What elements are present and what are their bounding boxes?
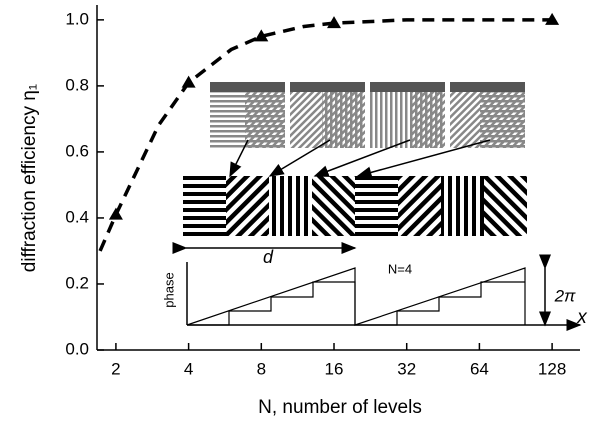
sem-images [210, 82, 525, 148]
marker [327, 16, 342, 29]
x-axis-title: N, number of levels [258, 397, 422, 418]
x-tick-label: 64 [470, 359, 489, 378]
inset-label: N=4 [388, 261, 412, 276]
inset-label: d [263, 247, 274, 267]
inset-label: phase [161, 272, 176, 307]
y-axis-title: diffraction efficiency η₁ [19, 84, 40, 272]
y-tick-label: 0.0 [65, 339, 89, 358]
marker [254, 29, 269, 42]
grating [183, 176, 527, 236]
marker [108, 207, 123, 220]
y-tick-label: 1.0 [65, 9, 89, 28]
x-tick-label: 16 [325, 359, 344, 378]
x-tick-label: 2 [111, 359, 120, 378]
inset-label: 2π [554, 286, 576, 305]
inset-label: x [576, 307, 588, 328]
inset [172, 82, 582, 331]
x-tick-label: 8 [257, 359, 266, 378]
y-tick-label: 0.2 [65, 273, 89, 292]
marker [181, 75, 196, 88]
curve [98, 18, 553, 252]
x-tick-label: 4 [184, 359, 193, 378]
y-tick-label: 0.8 [65, 75, 89, 94]
x-tick-label: 32 [397, 359, 416, 378]
marker [545, 12, 560, 25]
y-tick-label: 0.4 [65, 207, 89, 226]
phase-profile [186, 267, 526, 326]
y-tick-label: 0.6 [65, 141, 89, 160]
x-tick-label: 128 [538, 359, 566, 378]
